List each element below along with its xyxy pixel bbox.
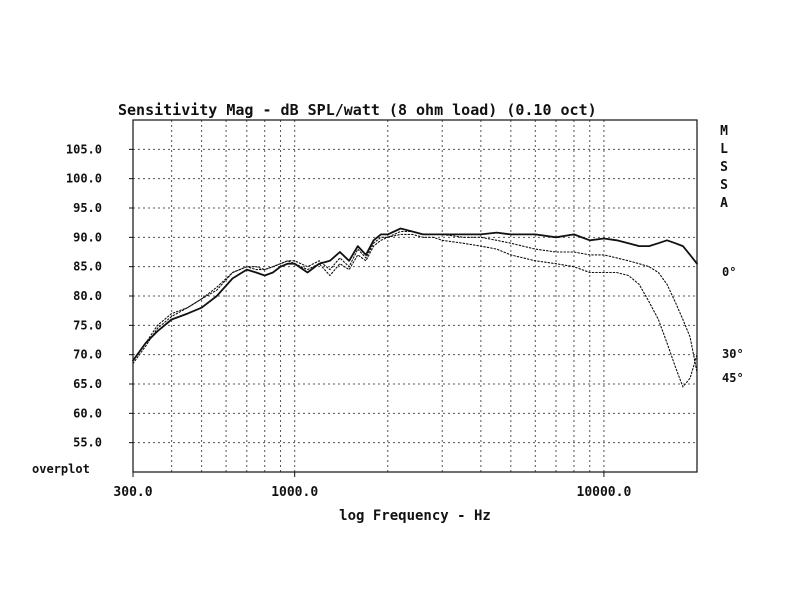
grid-layer (133, 120, 697, 472)
y-tick-label: 95.0 (73, 201, 102, 215)
series-line-0deg (132, 227, 698, 362)
x-tick-labels: 300.0 1000.0 10000.0 (113, 472, 631, 500)
chart-title: Sensitivity Mag - dB SPL/watt (8 ohm loa… (118, 101, 597, 119)
x-tick-label: 1000.0 (271, 485, 318, 500)
y-tick-label: 85.0 (73, 260, 102, 274)
side-letter: S (720, 160, 728, 175)
side-letter: L (720, 142, 728, 157)
y-tick-label: 70.0 (73, 348, 102, 362)
x-tick-label: 10000.0 (577, 485, 632, 500)
series-layer (132, 227, 698, 388)
side-letter: A (720, 196, 728, 211)
series-line-30deg (132, 230, 698, 373)
y-tick-label: 100.0 (66, 172, 102, 186)
y-tick-label: 80.0 (73, 289, 102, 303)
y-tick-labels: 105.0 100.0 95.0 90.0 85.0 80.0 75.0 70.0 65.0 60… (66, 142, 133, 450)
series-line-45deg (132, 233, 698, 388)
side-letter: S (720, 178, 728, 193)
x-axis-label: log Frequency - Hz (339, 508, 491, 524)
angle-annotations: 0° 30° 45° (722, 265, 744, 385)
angle-annotation: 45° (722, 371, 744, 385)
y-tick-label: 75.0 (73, 318, 102, 332)
x-tick-label: 300.0 (113, 485, 152, 500)
y-tick-label: 60.0 (73, 406, 102, 420)
y-tick-label: 65.0 (73, 377, 102, 391)
angle-annotation: 30° (722, 347, 744, 361)
y-tick-label: 55.0 (73, 436, 102, 450)
y-tick-label: 90.0 (73, 230, 102, 244)
side-letter: M (720, 124, 728, 139)
overplot-label: overplot (32, 462, 90, 476)
angle-annotation: 0° (722, 265, 736, 279)
y-tick-label: 105.0 (66, 142, 102, 156)
